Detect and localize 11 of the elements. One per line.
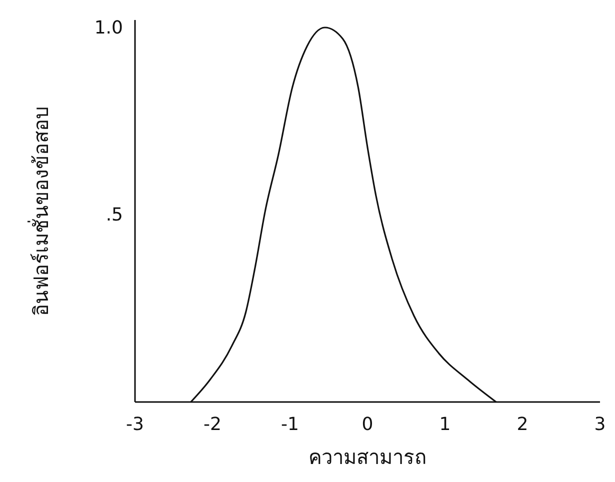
- x-axis-title: ความสามารถ: [308, 445, 426, 469]
- x-tick-label: 0: [362, 414, 374, 435]
- y-tick-label: .5: [106, 204, 123, 226]
- x-tick-label: 3: [594, 414, 606, 435]
- x-tick-label: -3: [126, 414, 144, 435]
- x-tick-label: 2: [516, 414, 528, 435]
- x-tick-label: -1: [281, 414, 299, 435]
- x-tick-label: 1: [439, 414, 451, 435]
- y-axis-title: อินฟอร์เมชั่นของข้อสอบ: [27, 106, 53, 316]
- x-tick-label: -2: [204, 414, 222, 435]
- y-tick-label: 1.0: [94, 17, 123, 38]
